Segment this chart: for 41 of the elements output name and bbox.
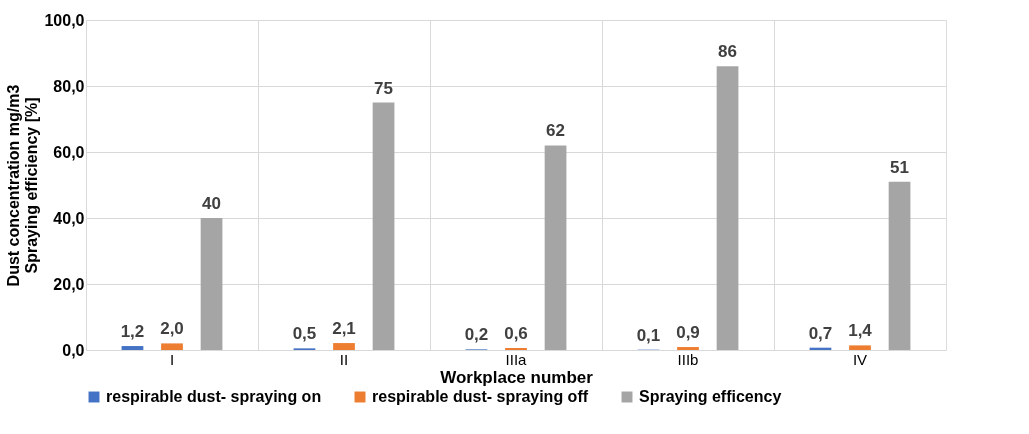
data-label: 0,1 — [636, 325, 661, 345]
data-label: 0,6 — [504, 324, 528, 344]
data-label: 0,5 — [292, 324, 317, 344]
y-tick-label: 60,0 — [53, 143, 85, 161]
y-axis-title: Dust concentration mg/m3 Spraying efficiency [%] — [5, 84, 41, 287]
x-axis-title: Workplace number — [440, 367, 594, 387]
data-label: 86 — [718, 42, 737, 62]
legend-label: Spraying efficency — [639, 388, 782, 405]
bar — [121, 346, 144, 350]
data-label: 62 — [546, 121, 565, 141]
x-tick-label: II — [339, 350, 349, 368]
bar — [200, 218, 223, 350]
x-tick-label: IIIb — [677, 350, 699, 368]
data-label: 2,1 — [332, 319, 356, 339]
bar — [677, 347, 699, 350]
data-label: 75 — [374, 78, 393, 98]
data-label: 51 — [890, 157, 909, 177]
data-label: 2,0 — [160, 319, 184, 339]
bar — [372, 102, 395, 350]
y-tick-label: 0,0 — [62, 341, 85, 359]
y-tick-label: 80,0 — [53, 77, 85, 95]
bar — [716, 66, 739, 350]
bar — [888, 181, 911, 350]
x-tick-label: I — [169, 350, 175, 368]
y-tick-label: 100,0 — [44, 11, 85, 29]
bar — [161, 343, 183, 350]
y-tick-label: 20,0 — [53, 275, 85, 293]
bar — [333, 343, 355, 350]
legend-label: respirable dust- spraying off — [372, 388, 589, 405]
x-tick-label: IIIa — [505, 350, 528, 368]
data-label: 0,7 — [808, 323, 833, 343]
bar — [544, 145, 567, 350]
data-label: 1,4 — [848, 321, 873, 341]
x-tick-label: IV — [852, 350, 868, 368]
bar — [849, 345, 871, 350]
data-label: 0,9 — [676, 323, 700, 343]
y-tick-label: 40,0 — [53, 209, 85, 227]
legend-label: respirable dust- spraying on — [106, 388, 322, 405]
data-label: 1,2 — [120, 322, 145, 342]
data-label: 40 — [202, 194, 221, 213]
data-label: 0,2 — [464, 325, 489, 345]
